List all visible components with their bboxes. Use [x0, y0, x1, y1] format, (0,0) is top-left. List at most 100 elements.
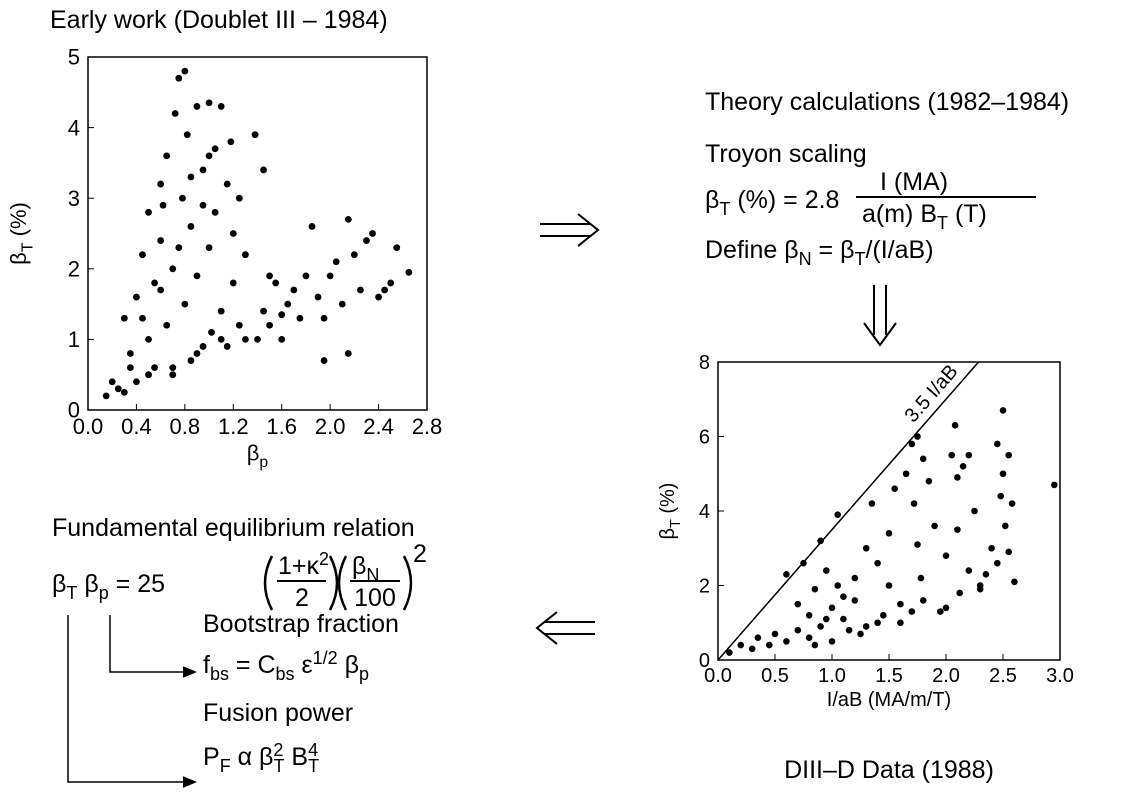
x-tick-label: 3.0	[1046, 665, 1074, 687]
symbol: ε	[295, 651, 313, 679]
point	[1005, 548, 1012, 556]
point	[771, 630, 779, 638]
point	[874, 559, 881, 567]
point	[179, 194, 186, 202]
label-text: (%)	[657, 483, 679, 520]
point	[254, 336, 261, 343]
symbol: β	[52, 570, 66, 598]
point	[982, 571, 990, 578]
point	[1008, 500, 1016, 507]
point	[994, 559, 1001, 567]
subscript: T	[854, 249, 865, 269]
point	[393, 244, 401, 252]
x-tick-label: 0.4	[121, 414, 152, 439]
point	[805, 612, 813, 619]
point	[169, 265, 177, 273]
point	[868, 500, 876, 507]
point	[205, 99, 213, 107]
point	[227, 138, 235, 146]
plot-frame	[87, 56, 428, 411]
subscript: T	[668, 519, 684, 528]
point	[840, 593, 847, 600]
point	[885, 530, 893, 537]
point	[175, 74, 183, 82]
define-beta-n: Define βN = βT/(I/aB)	[705, 236, 934, 269]
subscript: p	[99, 583, 109, 603]
point	[794, 600, 802, 608]
point	[223, 343, 231, 350]
fusion-formula: PF α β2 T B4 T	[203, 740, 319, 776]
point	[251, 131, 259, 139]
point	[114, 385, 122, 393]
point	[387, 279, 395, 287]
point	[157, 237, 165, 244]
point	[260, 166, 267, 174]
label-text: I/aB (MA/m/T)	[827, 689, 951, 711]
point	[145, 371, 152, 379]
point	[375, 293, 382, 301]
bootstrap-formula: fbs = Cbs ε1/2 βp	[203, 648, 369, 684]
denominator: 100	[354, 584, 396, 612]
superscript: 2	[273, 740, 283, 760]
subscript: T	[273, 756, 284, 776]
x-tick-label: 2.5	[989, 665, 1017, 687]
superscript: 1/2	[313, 648, 338, 668]
x-tick-label: 0.0	[73, 414, 104, 439]
y-tick-label: 2	[699, 576, 710, 598]
denominator: a(m) BT (T)	[862, 200, 987, 233]
point	[205, 152, 213, 160]
point	[187, 357, 195, 364]
point	[880, 612, 887, 619]
point	[976, 582, 984, 589]
point	[834, 582, 841, 589]
point	[956, 589, 963, 597]
point	[163, 321, 171, 329]
point	[908, 608, 916, 615]
label-text: β	[657, 528, 679, 540]
point	[326, 272, 334, 280]
x-tick-label: 2.0	[932, 665, 960, 687]
y-tick-label: 0	[68, 398, 80, 423]
point	[181, 67, 189, 75]
point	[1051, 481, 1058, 489]
x-tick-label: 1.5	[875, 665, 903, 687]
x-tick-label: 2.4	[363, 414, 394, 439]
point	[954, 526, 961, 533]
point	[199, 201, 207, 209]
point	[169, 371, 177, 379]
formula-text: Define β	[705, 236, 799, 264]
point	[910, 500, 918, 507]
point	[157, 180, 165, 188]
point	[817, 623, 824, 630]
point	[272, 279, 280, 287]
point	[296, 314, 304, 322]
y-axis-label: βT (%)	[657, 483, 684, 540]
symbol: β	[352, 552, 366, 580]
numerator: 1+κ2	[278, 549, 329, 580]
x-tick-label: 2.0	[315, 414, 346, 439]
point	[284, 300, 292, 308]
point	[350, 251, 358, 259]
point	[862, 544, 870, 552]
point	[840, 615, 847, 623]
arrow-left	[535, 611, 595, 645]
point	[183, 131, 191, 139]
point	[357, 286, 364, 294]
numerator: I (MA)	[880, 168, 948, 196]
x-tick-label: 1.2	[218, 414, 249, 439]
x-tick-label: 1.6	[266, 414, 297, 439]
bootstrap-title: Bootstrap fraction	[203, 610, 399, 638]
point	[1005, 451, 1012, 459]
point	[851, 597, 859, 604]
point	[151, 364, 158, 372]
x-tick-label: 0.0	[704, 665, 732, 687]
point	[320, 314, 328, 322]
point	[783, 571, 790, 578]
point	[217, 307, 225, 315]
y-tick-label: 4	[68, 115, 80, 140]
label-text: β	[6, 252, 31, 265]
symbol: B	[284, 743, 308, 771]
theory-subtitle: Troyon scaling	[705, 140, 867, 168]
point	[823, 615, 830, 623]
denominator: 2	[295, 584, 309, 612]
